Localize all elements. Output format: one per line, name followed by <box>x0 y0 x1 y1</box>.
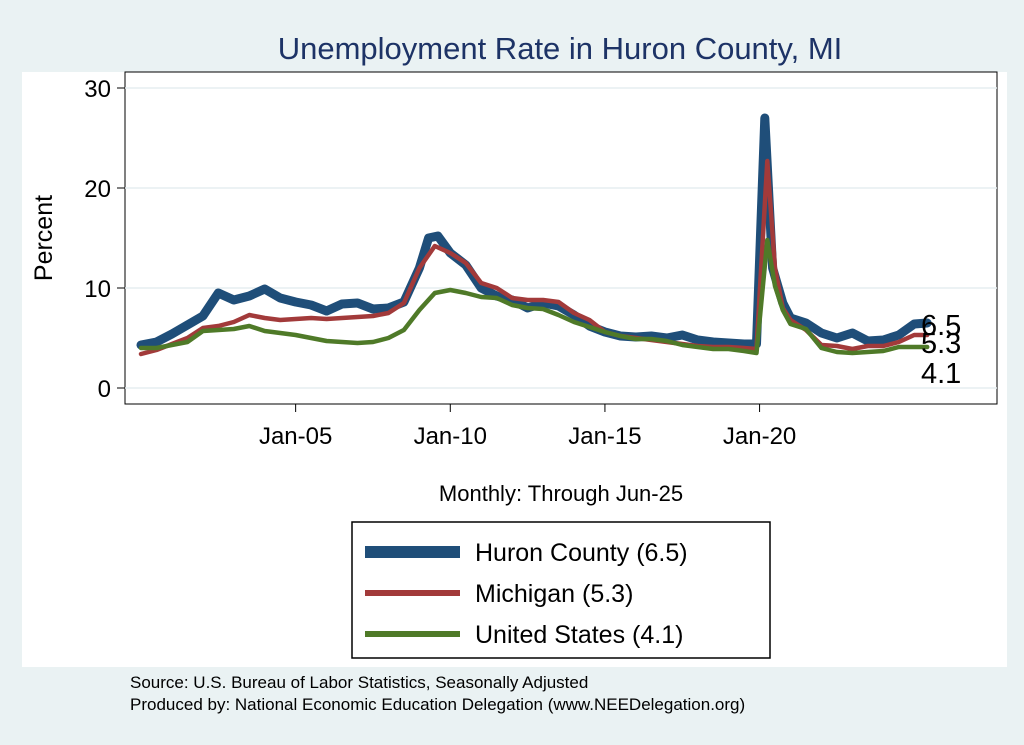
x-tick-label: Jan-10 <box>414 423 487 450</box>
end-label-united-states: 4.1 <box>921 358 961 390</box>
end-label-layer: 6.55.34.1 <box>921 310 961 390</box>
axis-layer: 0 10 20 30 Jan-05 Jan-10 Jan-15 Jan-20 <box>84 76 796 450</box>
y-tick-label: 30 <box>84 76 111 103</box>
legend-label-huron: Huron County (6.5) <box>475 539 688 567</box>
series-line-michigan <box>138 158 930 357</box>
series-line-united-states <box>138 237 930 356</box>
x-tick-label: Jan-20 <box>723 423 796 450</box>
end-label-michigan: 5.3 <box>921 328 961 360</box>
x-tick-label: Jan-15 <box>568 423 641 450</box>
x-tick-label: Jan-05 <box>259 423 332 450</box>
legend: Huron County (6.5) Michigan (5.3) United… <box>351 521 771 659</box>
y-axis-label: Percent <box>30 195 58 281</box>
source-note: Source: U.S. Bureau of Labor Statistics,… <box>130 673 588 692</box>
y-tick-label: 10 <box>84 276 111 303</box>
end-label-huron-county: 6.5 <box>921 310 961 342</box>
producer-note: Produced by: National Economic Education… <box>130 695 745 714</box>
legend-label-michigan: Michigan (5.3) <box>475 580 633 608</box>
x-axis-label: Monthly: Through Jun-25 <box>439 481 683 506</box>
chart-title: Unemployment Rate in Huron County, MI <box>278 31 843 66</box>
series-layer <box>136 113 932 357</box>
y-tick-label: 0 <box>98 376 111 403</box>
y-tick-label: 20 <box>84 176 111 203</box>
legend-label-us: United States (4.1) <box>475 621 683 649</box>
